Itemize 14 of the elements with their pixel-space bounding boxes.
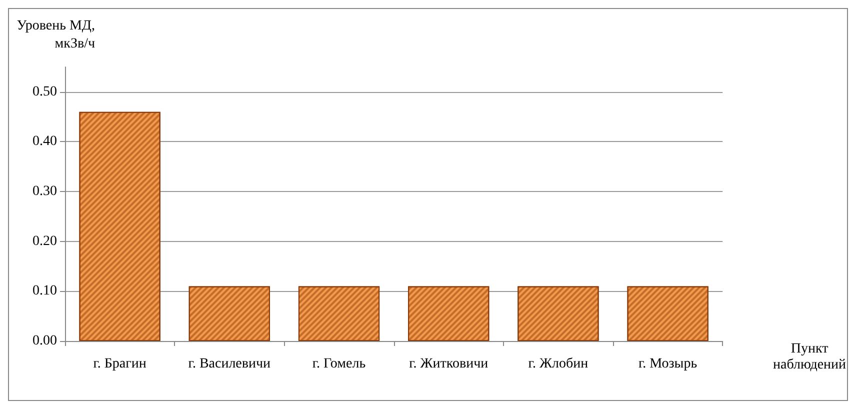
y-axis-title: Уровень МД, мкЗв/ч — [16, 18, 95, 52]
x-tick-label: г. Василевичи — [188, 356, 272, 372]
x-axis-title: Пункт наблюдений — [773, 342, 847, 372]
y-tick-label: 0.50 — [32, 84, 57, 100]
y-tick-label: 0.30 — [32, 184, 57, 200]
x-tick-label: г. Житковичи — [409, 356, 489, 372]
x-tick-label: г. Жлобин — [528, 356, 589, 372]
x-tick-label: г. Мозырь — [638, 356, 698, 372]
y-tick-label: 0.40 — [32, 134, 57, 150]
y-tick-label: 0.00 — [32, 334, 57, 348]
y-tick-label: 0.20 — [32, 234, 57, 249]
x-tick-label: г. Гомель — [312, 356, 366, 372]
y-tick-label: 0.10 — [32, 284, 57, 299]
x-tick-label: г. Брагин — [93, 356, 147, 372]
